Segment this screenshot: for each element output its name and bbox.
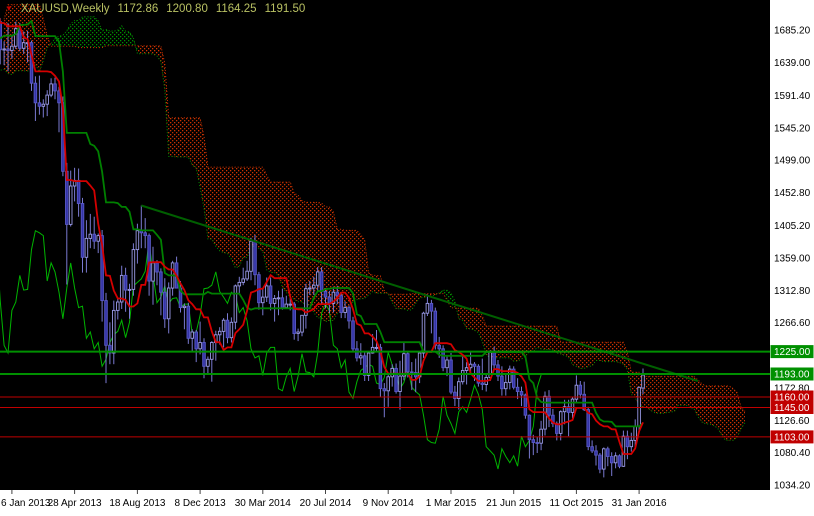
price-direction-down-icon: ▼: [5, 4, 13, 13]
senkou-span-b-line: [3, 4, 746, 412]
svg-text:1359.00: 1359.00: [774, 254, 811, 265]
price-level-badge: 1160.00: [770, 390, 814, 404]
svg-text:1499.00: 1499.00: [774, 156, 811, 167]
ohlc-high-value: 1200.80: [166, 3, 208, 15]
svg-text:1160.00: 1160.00: [774, 393, 810, 404]
svg-text:1639.00: 1639.00: [774, 58, 811, 69]
svg-text:11 Oct 2015: 11 Oct 2015: [550, 498, 604, 509]
symbol-timeframe-label: XAUUSD,Weekly: [20, 3, 110, 15]
price-level-badge: 1103.00: [770, 430, 814, 444]
svg-text:6 Jan 2013: 6 Jan 2013: [1, 498, 51, 509]
ohlc-close-value: 1191.50: [264, 3, 306, 15]
svg-text:8 Dec 2013: 8 Dec 2013: [175, 498, 227, 509]
price-level-badge: 1145.00: [770, 401, 814, 414]
svg-text:1405.20: 1405.20: [774, 221, 811, 232]
svg-text:1591.40: 1591.40: [774, 91, 811, 102]
svg-text:28 Apr 2013: 28 Apr 2013: [48, 498, 102, 509]
candlesticks: [0, 18, 645, 478]
svg-text:18 Aug 2013: 18 Aug 2013: [109, 498, 166, 509]
price-axis-background[interactable]: [770, 0, 814, 516]
svg-text:21 Jun 2015: 21 Jun 2015: [486, 498, 541, 509]
svg-text:1172.80: 1172.80: [774, 384, 810, 395]
support-resistance-lines[interactable]: [0, 350, 770, 438]
svg-text:1685.20: 1685.20: [774, 26, 811, 37]
ohlc-low-value: 1164.25: [215, 3, 257, 15]
price-axis-labels: 1685.20 1639.00 1591.40 1545.20 1499.00 1452.…: [774, 26, 811, 492]
price-level-badge: 1225.00: [770, 345, 814, 359]
svg-text:1312.80: 1312.80: [774, 286, 811, 297]
ohlc-open-value: 1172.86: [117, 3, 159, 15]
svg-text:1225.00: 1225.00: [774, 347, 811, 358]
svg-text:1145.00: 1145.00: [774, 403, 810, 414]
svg-text:31 Jan 2016: 31 Jan 2016: [612, 498, 667, 509]
svg-text:9 Nov 2014: 9 Nov 2014: [363, 498, 415, 509]
svg-text:1452.80: 1452.80: [774, 188, 811, 199]
ichimoku-cloud: [4, 4, 745, 441]
tenkan-line: [0, 17, 644, 455]
svg-text:30 Mar 2014: 30 Mar 2014: [235, 498, 292, 509]
svg-text:1034.20: 1034.20: [774, 481, 811, 492]
svg-text:20 Jul 2014: 20 Jul 2014: [300, 498, 352, 509]
price-level-badge: 1193.00: [770, 367, 814, 381]
svg-text:1126.60: 1126.60: [774, 416, 810, 427]
svg-text:1080.40: 1080.40: [774, 448, 811, 459]
svg-text:1545.20: 1545.20: [774, 123, 811, 134]
svg-text:1 Mar 2015: 1 Mar 2015: [426, 498, 477, 509]
svg-text:1193.00: 1193.00: [774, 370, 810, 381]
time-axis-background[interactable]: [0, 490, 814, 516]
svg-text:1103.00: 1103.00: [774, 432, 810, 443]
chart-title-bar: ▼ XAUUSD,Weekly 1172.86 1200.80 1164.25 …: [5, 3, 305, 15]
plot-area[interactable]: [0, 0, 770, 478]
svg-text:1266.60: 1266.60: [774, 318, 811, 329]
